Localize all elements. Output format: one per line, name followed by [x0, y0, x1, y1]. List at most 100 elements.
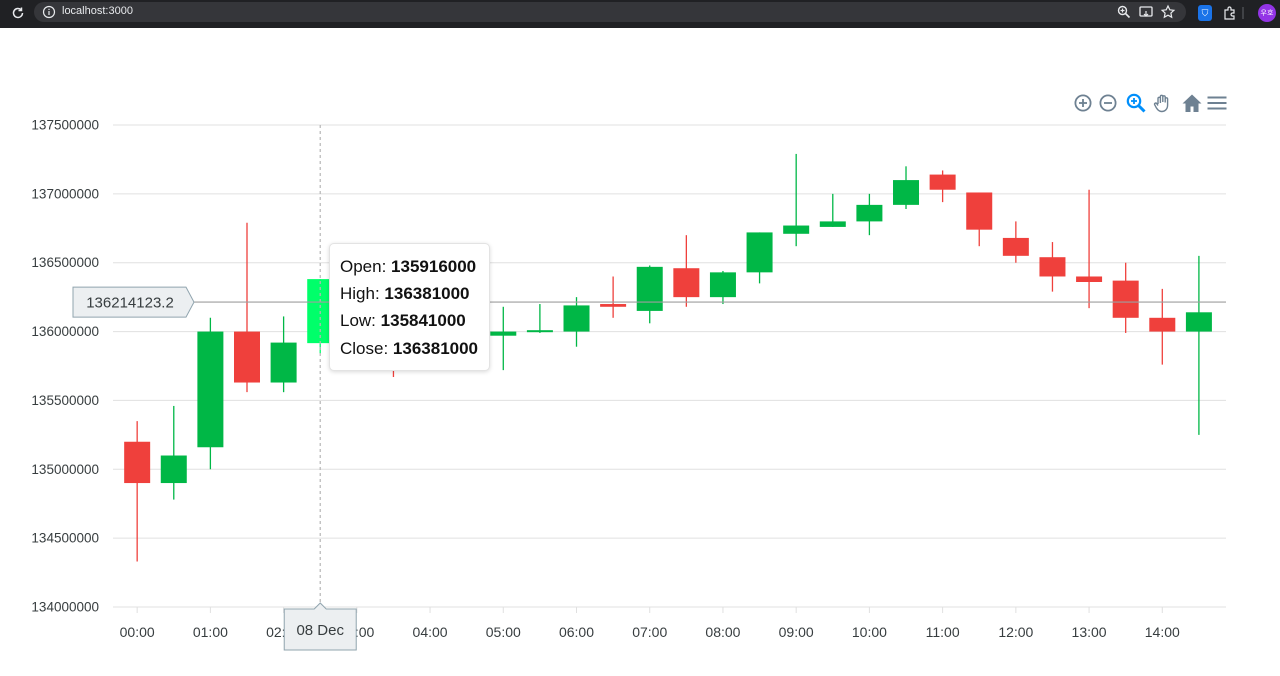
candle[interactable] — [1076, 189, 1103, 309]
x-tick-label: 14:00 — [1145, 624, 1180, 640]
menu-hamburger-icon[interactable] — [1206, 92, 1228, 114]
candle[interactable] — [526, 304, 553, 333]
candle[interactable] — [783, 153, 810, 247]
x-tick-label: 10:00 — [852, 624, 887, 640]
candle[interactable] — [1112, 262, 1139, 333]
candle-body — [270, 342, 297, 383]
x-tick-label: 13:00 — [1072, 624, 1107, 640]
x-tick-label: 11:00 — [926, 624, 960, 640]
candle-body — [1039, 257, 1066, 277]
profile-avatar[interactable]: 우호 — [1258, 4, 1276, 22]
candle-body — [746, 232, 773, 273]
selection-zoom-icon[interactable] — [1125, 92, 1147, 114]
candle[interactable] — [1185, 255, 1212, 435]
zoom-page-icon[interactable] — [1116, 4, 1132, 20]
x-tick-label: 01:00 — [193, 624, 228, 640]
tooltip-low-label: Low: — [340, 311, 376, 330]
candle-body — [673, 268, 700, 298]
crosshair-y-label: 136214123.2 — [72, 286, 195, 318]
candle-body — [966, 192, 993, 230]
zoom-in-icon[interactable] — [1072, 92, 1094, 114]
candle[interactable] — [233, 222, 260, 393]
candle-body — [636, 266, 663, 311]
candle-body — [783, 225, 810, 234]
extension-shield-icon[interactable]: ⛉ — [1198, 5, 1212, 21]
candle[interactable] — [819, 193, 846, 227]
crosshair-y-value: 136214123.2 — [86, 295, 174, 312]
x-tick-label: 00:00 — [120, 624, 155, 640]
tooltip-low-value: 135841000 — [380, 311, 466, 330]
candle[interactable] — [270, 316, 297, 393]
candle[interactable] — [490, 306, 517, 371]
candle[interactable] — [124, 421, 151, 562]
ohlc-tooltip: Open: 135916000 High: 136381000 Low: 135… — [329, 243, 490, 371]
x-tick-label: 05:00 — [486, 624, 521, 640]
tooltip-close-value: 136381000 — [392, 339, 479, 358]
candle-body — [1185, 312, 1212, 332]
pan-hand-icon[interactable] — [1152, 92, 1174, 114]
reset-zoom-home-icon[interactable] — [1181, 92, 1203, 114]
site-info-icon[interactable] — [42, 5, 56, 19]
candle[interactable] — [893, 166, 920, 210]
tooltip-open-label: Open: — [340, 257, 387, 276]
y-tick-label: 135000000 — [31, 462, 99, 477]
candle-body — [563, 305, 590, 332]
candle[interactable] — [746, 232, 773, 284]
candle-body — [600, 304, 627, 307]
reload-icon[interactable] — [10, 5, 26, 21]
address-bar[interactable]: localhost:3000 — [34, 2, 1186, 22]
candle-body — [929, 174, 956, 190]
candle-body — [893, 180, 920, 205]
y-tick-label: 137500000 — [31, 118, 99, 133]
bookmark-star-icon[interactable] — [1160, 4, 1176, 20]
extensions-puzzle-icon[interactable] — [1222, 5, 1238, 21]
crosshair-x-value: 08 Dec — [296, 622, 344, 639]
y-tick-label: 134000000 — [31, 600, 99, 615]
candle-body — [1076, 276, 1103, 282]
candle[interactable] — [966, 192, 993, 247]
tooltip-open-row: Open: 135916000 — [340, 257, 476, 277]
zoom-out-icon[interactable] — [1097, 92, 1119, 114]
candlestick-chart[interactable]: 134000000 134500000 135000000 135500000 1360… — [0, 28, 1280, 676]
candles — [124, 153, 1212, 562]
candle[interactable] — [1002, 221, 1029, 263]
cast-icon[interactable] — [1138, 4, 1154, 20]
x-tick-label: 12:00 — [998, 624, 1033, 640]
candle[interactable] — [673, 235, 700, 307]
y-tick-label: 136000000 — [31, 324, 99, 339]
crosshair-x-label: 08 Dec — [283, 602, 357, 651]
y-tick-label: 135500000 — [31, 393, 99, 408]
x-tick-label: 08:00 — [705, 624, 740, 640]
candle-body — [124, 441, 151, 484]
candle-body — [1112, 280, 1139, 318]
candle-body — [490, 331, 517, 336]
candle-body — [1002, 237, 1029, 256]
candle-body — [160, 455, 187, 484]
tooltip-high-label: High: — [340, 284, 380, 303]
tooltip-high-row: High: 136381000 — [340, 284, 470, 304]
candle[interactable] — [709, 270, 736, 305]
tooltip-close-label: Close: — [340, 339, 389, 358]
y-axis: 134000000 134500000 135000000 135500000 1360… — [31, 118, 99, 615]
url-text: localhost:3000 — [62, 5, 133, 17]
candle[interactable] — [197, 317, 224, 470]
candle[interactable] — [600, 276, 627, 318]
candle-body — [856, 204, 883, 222]
crosshair: 136214123.2 08 Dec — [72, 125, 1226, 651]
candle[interactable] — [1149, 288, 1176, 365]
x-axis: 00:00 01:00 02:00 03:00 04:00 05:00 06:00 07:00… — [113, 606, 1226, 640]
y-tick-label: 134500000 — [31, 531, 99, 546]
candle[interactable] — [636, 265, 663, 324]
candle[interactable] — [1039, 242, 1066, 292]
divider-icon — [1242, 7, 1244, 19]
candle[interactable] — [856, 193, 883, 236]
y-tick-label: 136500000 — [31, 255, 99, 270]
tooltip-open-value: 135916000 — [391, 257, 477, 276]
candle[interactable] — [160, 405, 187, 500]
candle-body — [233, 331, 260, 383]
candle[interactable] — [563, 297, 590, 347]
tooltip-low-row: Low: 135841000 — [340, 311, 466, 331]
candle-body — [1149, 317, 1176, 332]
candle-body — [819, 221, 846, 227]
candle[interactable] — [929, 170, 956, 203]
